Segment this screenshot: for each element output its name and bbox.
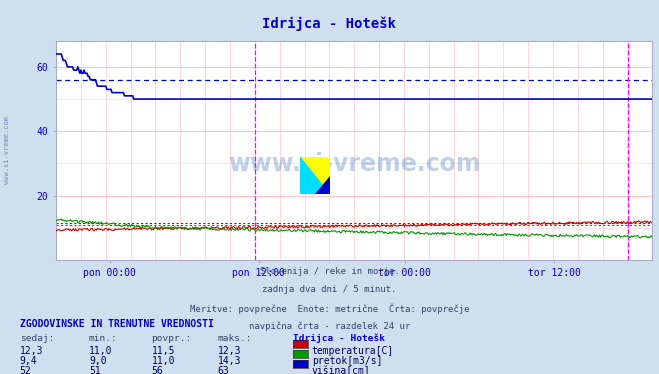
Text: 12,3: 12,3 xyxy=(217,346,241,356)
Text: 63: 63 xyxy=(217,366,229,374)
Text: 56: 56 xyxy=(152,366,163,374)
Text: min.:: min.: xyxy=(89,334,118,343)
Text: 12,3: 12,3 xyxy=(20,346,43,356)
Text: temperatura[C]: temperatura[C] xyxy=(312,346,394,356)
Text: 11,0: 11,0 xyxy=(89,346,113,356)
Text: Meritve: povprečne  Enote: metrične  Črta: povprečje: Meritve: povprečne Enote: metrične Črta:… xyxy=(190,303,469,314)
Text: www.si-vreme.com: www.si-vreme.com xyxy=(3,116,10,184)
Polygon shape xyxy=(315,176,330,194)
Text: 11,5: 11,5 xyxy=(152,346,175,356)
Text: višina[cm]: višina[cm] xyxy=(312,366,370,374)
Polygon shape xyxy=(300,157,330,194)
Text: sedaj:: sedaj: xyxy=(20,334,54,343)
Text: Idrijca - Hotešk: Idrijca - Hotešk xyxy=(293,334,386,343)
Text: povpr.:: povpr.: xyxy=(152,334,192,343)
Text: 11,0: 11,0 xyxy=(152,356,175,366)
Text: 14,3: 14,3 xyxy=(217,356,241,366)
Text: 9,4: 9,4 xyxy=(20,356,38,366)
Text: 51: 51 xyxy=(89,366,101,374)
Text: navpična črta - razdelek 24 ur: navpična črta - razdelek 24 ur xyxy=(249,321,410,331)
Text: www.si-vreme.com: www.si-vreme.com xyxy=(228,152,480,176)
Text: Slovenija / reke in morje.: Slovenija / reke in morje. xyxy=(260,267,399,276)
Text: zadnja dva dni / 5 minut.: zadnja dva dni / 5 minut. xyxy=(262,285,397,294)
Text: Idrijca - Hotešk: Idrijca - Hotešk xyxy=(262,17,397,31)
Text: ZGODOVINSKE IN TRENUTNE VREDNOSTI: ZGODOVINSKE IN TRENUTNE VREDNOSTI xyxy=(20,319,214,329)
Text: maks.:: maks.: xyxy=(217,334,252,343)
Text: pretok[m3/s]: pretok[m3/s] xyxy=(312,356,382,366)
Text: 9,0: 9,0 xyxy=(89,356,107,366)
Text: 52: 52 xyxy=(20,366,32,374)
